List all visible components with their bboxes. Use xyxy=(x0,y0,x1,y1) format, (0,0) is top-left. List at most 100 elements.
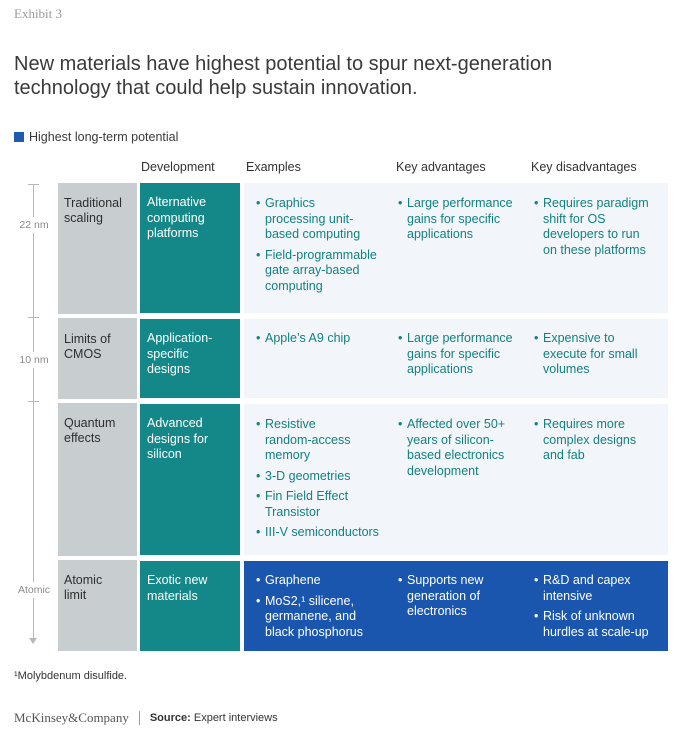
bullet-icon: • xyxy=(534,573,539,587)
text-line: years of silicon- xyxy=(407,432,494,447)
disadvantages-cell-row-4: • R&D and capex intensive • Risk of unkn… xyxy=(534,573,668,645)
scale-arrow-icon xyxy=(29,638,37,644)
text-line: III-V semiconductors xyxy=(265,525,379,539)
text-line: Fin Field Effect xyxy=(265,489,349,503)
bullet-icon: • xyxy=(256,489,261,503)
text-line: on these platforms xyxy=(543,242,646,257)
label-line: computing xyxy=(147,210,205,225)
disadvantages-cell-row-2: • Expensive to execute for small volumes xyxy=(534,331,668,383)
bullet-icon: • xyxy=(534,417,539,431)
row-background-1 xyxy=(244,183,668,313)
list-item: • Resistive random-access memory xyxy=(256,417,394,464)
source-line: Source: Expert interviews xyxy=(150,712,278,724)
list-item: • R&D and capex intensive xyxy=(534,573,668,604)
list-item: • Graphics processing unit- based comput… xyxy=(256,196,394,243)
text-line: based electronics xyxy=(407,448,505,462)
advantages-cell-row-3: • Affected over 50+ years of silicon- ba… xyxy=(398,417,526,484)
text-line: random-access xyxy=(265,432,351,447)
list-item: • Large performance gains for specific a… xyxy=(398,196,526,243)
disadvantages-cell-row-1: • Requires paradigm shift for OS develop… xyxy=(534,196,668,263)
page-title: New materials have highest potential to … xyxy=(14,52,614,100)
list-item: • Graphene xyxy=(256,573,394,589)
bullet-icon: • xyxy=(256,417,261,431)
list-item: • Affected over 50+ years of silicon- ba… xyxy=(398,417,526,479)
advantages-cell-row-2: • Large performance gains for specific a… xyxy=(398,331,526,383)
text-line: Transistor xyxy=(265,504,321,519)
limit-label-row-4: Atomic limit xyxy=(64,573,102,603)
header-development: Development xyxy=(141,160,215,174)
legend-swatch xyxy=(14,132,24,142)
text-line: complex designs xyxy=(543,432,637,447)
scale-axis-line xyxy=(33,184,34,642)
scale-label-22nm: 22 nm xyxy=(8,217,60,233)
label-line: specific xyxy=(147,346,189,361)
label-line: silicon xyxy=(147,447,182,461)
limit-label-row-2: Limits of CMOS xyxy=(64,332,111,362)
header-disadvantages: Key disadvantages xyxy=(531,160,637,174)
text-line: Requires paradigm xyxy=(543,196,649,210)
text-line: shift for OS xyxy=(543,211,606,226)
label-line: Limits of xyxy=(64,332,111,346)
scale-label-10nm: 10 nm xyxy=(8,352,60,368)
text-line: gate array-based xyxy=(265,263,360,277)
advantages-cell-row-1: • Large performance gains for specific a… xyxy=(398,196,526,248)
scale-tick xyxy=(28,184,39,185)
label-line: Traditional xyxy=(64,196,122,210)
footnote: ¹Molybdenum disulfide. xyxy=(14,670,128,682)
disadvantages-cell-row-3: • Requires more complex designs and fab xyxy=(534,417,668,469)
text-line: Graphics xyxy=(265,196,316,210)
list-item: • III-V semiconductors xyxy=(256,525,394,541)
source-text: Expert interviews xyxy=(193,712,278,724)
text-line: gains for specific xyxy=(407,211,501,226)
text-line: germanene, and xyxy=(265,609,357,623)
bullet-icon: • xyxy=(256,573,261,587)
label-line: designs xyxy=(147,362,191,376)
list-item: • Field-programmable gate array-based co… xyxy=(256,248,394,295)
footer: McKinsey&Company Source: Expert intervie… xyxy=(14,710,278,726)
development-cell-row-2: Application- specific designs xyxy=(140,319,240,398)
label-line: Application- xyxy=(147,331,213,345)
development-cell-row-1: Alternative computing platforms xyxy=(140,183,240,313)
text-line: based computing xyxy=(265,227,361,241)
label-line: limit xyxy=(64,588,87,602)
list-item: • Requires more complex designs and fab xyxy=(534,417,668,464)
text-line: generation of xyxy=(407,588,480,603)
row-divider xyxy=(58,556,138,560)
list-item: • Large performance gains for specific a… xyxy=(398,331,526,378)
label-line: scaling xyxy=(64,211,103,225)
list-item: • Fin Field Effect Transistor xyxy=(256,489,394,520)
label-line: designs for xyxy=(147,431,209,446)
text-line: MoS2,¹ silicene, xyxy=(265,593,354,608)
text-line: hurdles at scale-up xyxy=(543,624,649,639)
label-line: Atomic xyxy=(64,573,103,587)
advantages-cell-row-4: • Supports new generation of electronics xyxy=(398,573,526,625)
examples-cell-row-4: • Graphene • MoS2,¹ silicene, germanene,… xyxy=(256,573,394,645)
development-cell-row-4: Exotic new materials xyxy=(140,561,240,651)
text-line: intensive xyxy=(543,588,593,603)
header-examples: Examples xyxy=(246,160,301,174)
row-background-2 xyxy=(244,319,668,398)
text-line: Supports new xyxy=(407,573,484,587)
examples-cell-row-1: • Graphics processing unit- based comput… xyxy=(256,196,394,299)
examples-cell-row-2: • Apple’s A9 chip xyxy=(256,331,394,352)
text-line: processing unit- xyxy=(265,211,354,226)
legend-label: Highest long-term potential xyxy=(29,130,179,144)
exhibit-label: Exhibit 3 xyxy=(14,6,63,21)
bullet-icon: • xyxy=(256,468,261,483)
bullet-icon: • xyxy=(256,247,261,262)
text-line: and fab xyxy=(543,448,585,462)
label-line: platforms xyxy=(147,226,199,240)
text-line: R&D and capex xyxy=(543,573,631,587)
bullet-icon: • xyxy=(534,331,539,345)
list-item: • MoS2,¹ silicene, germanene, and black … xyxy=(256,594,394,641)
bullet-icon: • xyxy=(398,573,403,587)
text-line: Field-programmable xyxy=(265,247,377,262)
text-line: Large performance xyxy=(407,331,513,345)
text-line: development xyxy=(407,463,479,478)
text-line: Affected over 50+ xyxy=(407,417,506,431)
text-line: Requires more xyxy=(543,417,625,431)
text-line: execute for small xyxy=(543,346,638,361)
label-line: materials xyxy=(147,588,198,603)
label-line: Alternative xyxy=(147,195,207,209)
text-line: electronics xyxy=(407,604,467,618)
